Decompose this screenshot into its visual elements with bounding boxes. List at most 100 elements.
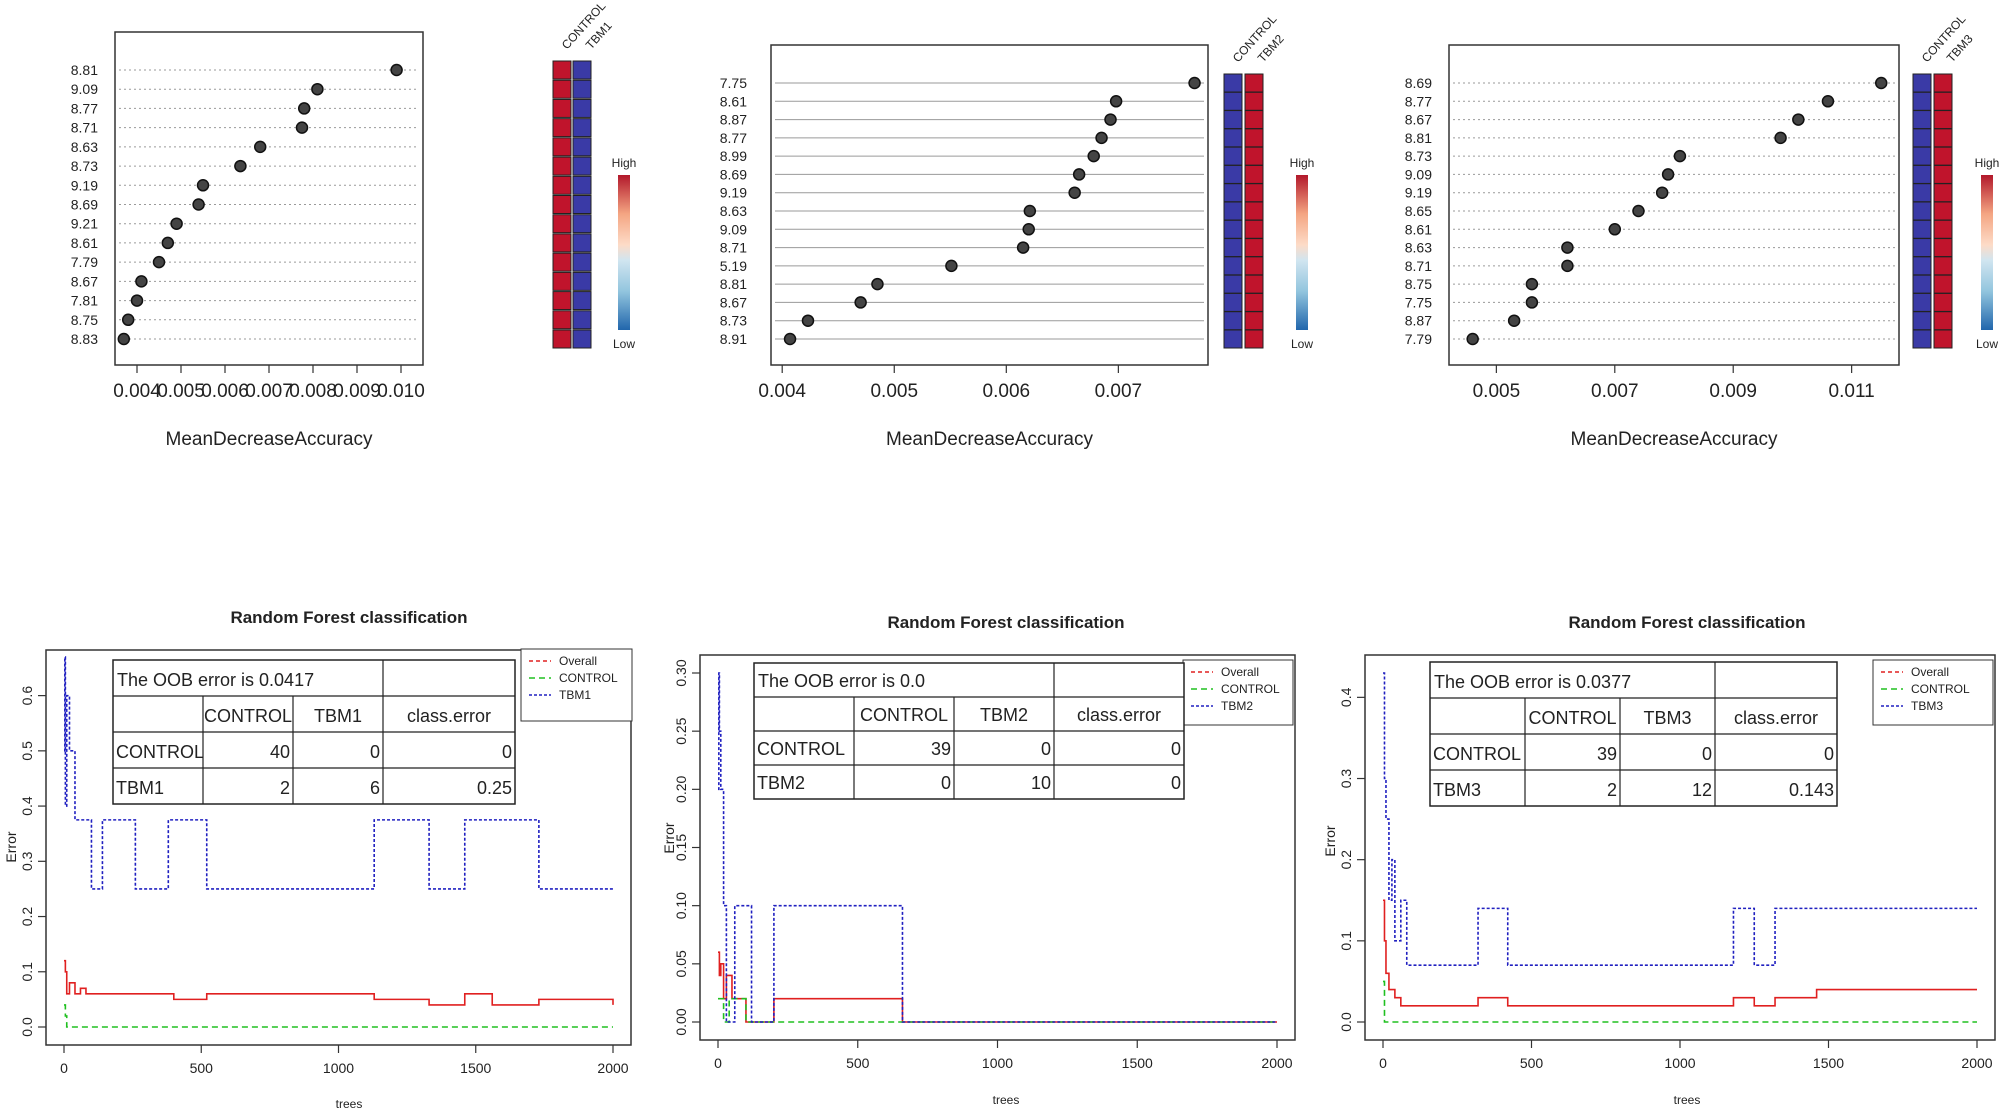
importance-plot-3: 8.69 8.77 8.67 8.81 8.73 9.09 9.19 8.65 8.61 8.63… bbox=[1405, 12, 2000, 450]
legend-box bbox=[1872, 659, 1994, 726]
legend-label: TBM3 bbox=[1911, 699, 1943, 713]
heat-cell bbox=[1912, 146, 1932, 166]
feature-label: 8.81 bbox=[720, 276, 747, 292]
feature-label: 7.75 bbox=[720, 75, 747, 91]
heat-cell bbox=[552, 118, 572, 138]
heat-cell bbox=[1223, 146, 1243, 166]
feature-label: 8.77 bbox=[1405, 93, 1432, 109]
heat-cell bbox=[1223, 274, 1243, 294]
color-legend-bar bbox=[1296, 175, 1308, 330]
series-line-tbm1 bbox=[64, 656, 613, 890]
importance-point bbox=[1673, 149, 1687, 163]
importance-point bbox=[1525, 277, 1539, 291]
table-column-header: TBM1 bbox=[314, 706, 362, 726]
feature-label: 8.77 bbox=[720, 130, 747, 146]
heat-cell bbox=[1244, 292, 1264, 312]
importance-plot-1: 8.81 9.09 8.77 8.71 8.63 8.73 9.19 8.69 9.21 8.61… bbox=[71, 0, 637, 450]
table-row-label: TBM2 bbox=[757, 773, 805, 793]
y-tick-label: 0.10 bbox=[673, 892, 689, 919]
legend-high-label: High bbox=[1290, 156, 1315, 170]
heat-cell bbox=[1223, 201, 1243, 221]
heat-cell bbox=[1933, 73, 1953, 93]
table-column-header: class.error bbox=[1077, 705, 1161, 725]
heat-cell bbox=[1223, 292, 1243, 312]
heat-cell bbox=[1912, 164, 1932, 184]
importance-point bbox=[1095, 131, 1108, 145]
heat-cell bbox=[1244, 91, 1264, 111]
error-plot-2: 0 500 1000 1500 20000.000.050.100.150.200.25… bbox=[661, 613, 1296, 1107]
x-tick-label: 0.007 bbox=[1095, 381, 1143, 402]
heat-cell bbox=[572, 118, 592, 138]
table-cell: 0 bbox=[1041, 739, 1051, 759]
heat-cell bbox=[552, 329, 572, 349]
table-cell: 2 bbox=[280, 778, 290, 798]
feature-label: 9.19 bbox=[71, 177, 98, 193]
x-tick-label: 0.005 bbox=[1473, 381, 1521, 402]
table-cell: 6 bbox=[370, 778, 380, 798]
importance-point bbox=[1821, 95, 1835, 108]
heat-cell bbox=[552, 233, 572, 253]
chart-title: Random Forest classification bbox=[230, 608, 467, 627]
importance-point bbox=[297, 102, 311, 115]
series-line-overall bbox=[64, 959, 614, 1006]
x-axis-label: MeanDecreaseAccuracy bbox=[1571, 429, 1778, 450]
heat-cell bbox=[1244, 238, 1264, 258]
color-legend-bar bbox=[1981, 175, 1993, 330]
importance-point bbox=[130, 294, 144, 307]
heat-cell bbox=[1912, 274, 1932, 294]
heat-cell bbox=[1244, 164, 1264, 184]
importance-point bbox=[152, 255, 166, 269]
table-cell: 0.25 bbox=[477, 778, 512, 798]
feature-label: 8.61 bbox=[720, 93, 747, 109]
importance-point bbox=[161, 236, 175, 250]
color-legend-bar bbox=[618, 175, 630, 330]
y-tick-label: 0.5 bbox=[19, 741, 35, 761]
x-tick-label: 0.004 bbox=[758, 381, 806, 402]
x-axis-label: trees bbox=[1674, 1093, 1701, 1107]
importance-point bbox=[1608, 223, 1622, 236]
feature-label: 9.19 bbox=[1405, 185, 1432, 201]
importance-point bbox=[1661, 168, 1675, 181]
legend-label: TBM2 bbox=[1221, 699, 1253, 713]
feature-label: 8.63 bbox=[720, 203, 747, 219]
x-tick-label: 0.008 bbox=[289, 381, 337, 402]
heat-cell bbox=[1933, 292, 1953, 312]
y-tick-label: 0.1 bbox=[1338, 931, 1354, 951]
table-cell: 0 bbox=[502, 742, 512, 762]
feature-label: 5.19 bbox=[720, 258, 747, 274]
y-tick-label: 0.2 bbox=[19, 907, 35, 927]
heat-cell bbox=[552, 79, 572, 99]
heat-cell bbox=[572, 291, 592, 311]
table-column-header: CONTROL bbox=[204, 706, 292, 726]
legend-label: TBM1 bbox=[559, 688, 591, 702]
heat-cell bbox=[1933, 128, 1953, 148]
x-tick-label: 1000 bbox=[1664, 1055, 1695, 1071]
heat-cell bbox=[1223, 110, 1243, 130]
heat-cell bbox=[1244, 110, 1264, 130]
feature-label: 8.83 bbox=[71, 331, 98, 347]
heat-cell bbox=[552, 271, 572, 291]
feature-label: 8.67 bbox=[1405, 112, 1432, 128]
importance-point bbox=[1507, 314, 1521, 327]
heat-cell bbox=[552, 98, 572, 118]
feature-label: 8.73 bbox=[1405, 148, 1432, 164]
heat-cell bbox=[1912, 256, 1932, 276]
importance-point bbox=[801, 314, 815, 327]
oob-table: The OOB error is 0.0377 CONTROL TBM3 class.… bbox=[1429, 661, 1838, 807]
heat-cell bbox=[1912, 292, 1932, 312]
series-line-overall bbox=[718, 951, 1277, 1023]
feature-label: 7.79 bbox=[71, 254, 98, 270]
heat-cell bbox=[1933, 91, 1953, 111]
x-tick-label: 0.007 bbox=[1591, 381, 1639, 402]
x-axis-label: MeanDecreaseAccuracy bbox=[886, 429, 1093, 450]
y-tick-label: 0.4 bbox=[19, 796, 35, 816]
heat-cell bbox=[1244, 219, 1264, 239]
importance-plot-2: 7.75 8.61 8.87 8.77 8.99 8.69 9.19 8.63 9.09 8.71… bbox=[720, 12, 1315, 450]
heat-cell bbox=[1244, 274, 1264, 294]
table-cell: 0 bbox=[1171, 773, 1181, 793]
table-row-label: TBM1 bbox=[116, 778, 164, 798]
importance-point bbox=[390, 63, 403, 77]
legend-label: Overall bbox=[1911, 665, 1949, 679]
table-cell: 0 bbox=[1702, 744, 1712, 764]
